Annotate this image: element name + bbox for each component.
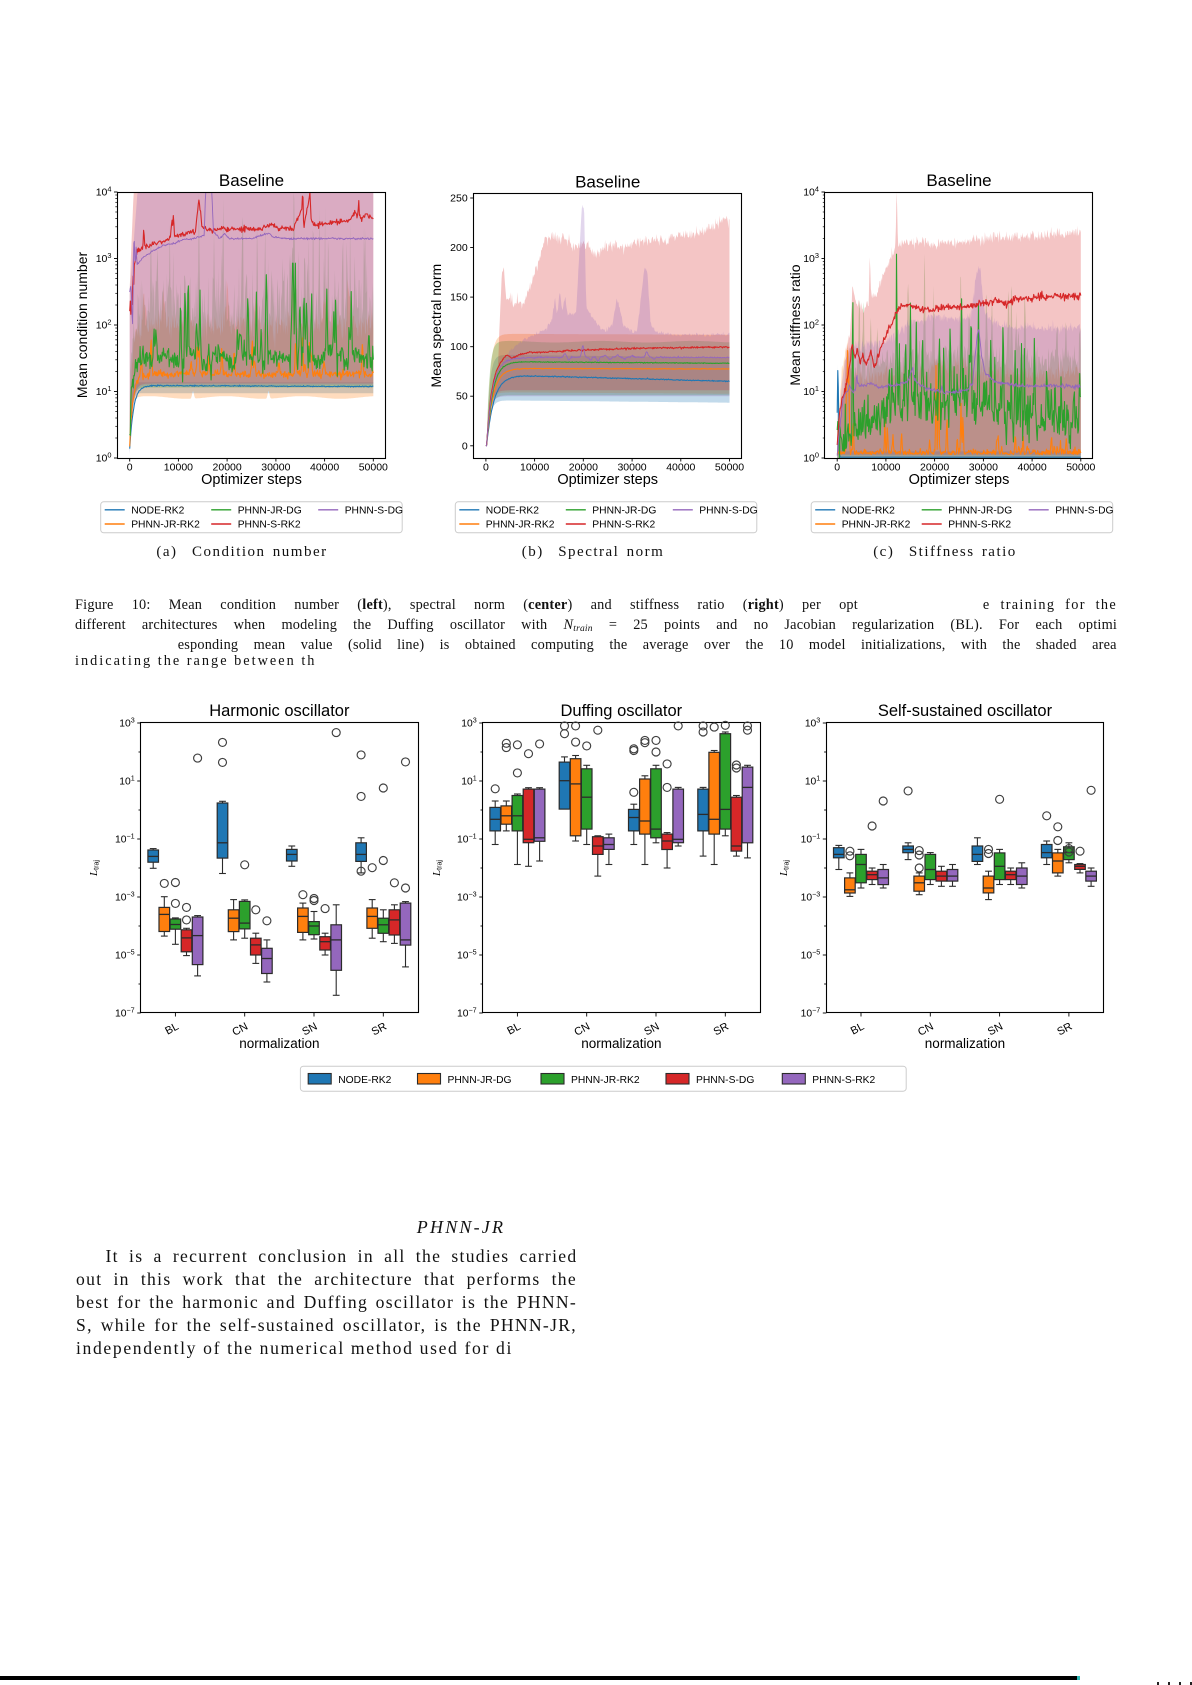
svg-text:PHNN-S-DG: PHNN-S-DG [696,1075,754,1086]
svg-text:10−7: 10−7 [801,1005,821,1019]
svg-text:Ltraj: Ltraj [431,860,444,877]
svg-text:30000: 30000 [969,462,998,474]
svg-text:normalization: normalization [925,1036,1005,1051]
svg-text:SR: SR [1055,1021,1074,1039]
svg-text:PHNN-JR-RK2: PHNN-JR-RK2 [486,520,555,531]
svg-text:10−7: 10−7 [115,1005,135,1019]
svg-text:101: 101 [119,773,134,787]
svg-text:103: 103 [803,251,819,265]
svg-text:10−5: 10−5 [457,947,477,961]
svg-text:100: 100 [803,450,819,464]
svg-text:NODE-RK2: NODE-RK2 [131,505,184,516]
svg-text:103: 103 [461,715,476,729]
svg-text:101: 101 [96,384,112,398]
svg-text:Baseline: Baseline [575,172,640,191]
svg-text:BL: BL [849,1021,867,1038]
svg-text:PHNN-JR-RK2: PHNN-JR-RK2 [131,520,200,531]
svg-text:10−1: 10−1 [115,831,135,845]
svg-text:103: 103 [119,715,134,729]
svg-text:BL: BL [505,1021,523,1038]
svg-text:PHNN-S-DG: PHNN-S-DG [1055,505,1113,516]
svg-text:101: 101 [461,773,476,787]
svg-text:normalization: normalization [581,1036,661,1051]
svg-text:PHNN-S-DG: PHNN-S-DG [699,505,757,516]
svg-text:PHNN-S-RK2: PHNN-S-RK2 [812,1075,875,1086]
svg-text:Ltraj: Ltraj [778,860,791,877]
svg-text:10−1: 10−1 [457,831,477,845]
svg-text:10000: 10000 [871,462,900,474]
svg-text:10000: 10000 [164,462,193,474]
svg-text:100: 100 [96,450,112,464]
svg-text:Optimizer steps: Optimizer steps [909,472,1010,488]
svg-text:Baseline: Baseline [219,171,284,190]
svg-text:PHNN-JR-DG: PHNN-JR-DG [592,505,656,516]
svg-text:101: 101 [805,773,820,787]
svg-text:NODE-RK2: NODE-RK2 [338,1075,391,1086]
svg-text:PHNN-JR-DG: PHNN-JR-DG [948,505,1012,516]
svg-text:150: 150 [450,292,468,304]
svg-text:50: 50 [456,391,468,403]
svg-text:10−5: 10−5 [115,947,135,961]
svg-text:104: 104 [803,184,819,198]
svg-text:Harmonic oscillator: Harmonic oscillator [209,702,350,720]
svg-text:0: 0 [462,440,468,452]
svg-text:10−3: 10−3 [115,889,135,903]
svg-text:NODE-RK2: NODE-RK2 [842,505,895,516]
svg-text:PHNN-S-RK2: PHNN-S-RK2 [948,520,1011,531]
svg-text:103: 103 [805,715,820,729]
svg-text:102: 102 [803,317,819,331]
svg-text:PHNN-JR-RK2: PHNN-JR-RK2 [571,1075,640,1086]
svg-text:30000: 30000 [261,462,290,474]
svg-text:PHNN-S-RK2: PHNN-S-RK2 [238,520,301,531]
svg-text:normalization: normalization [239,1036,319,1051]
svg-text:PHNN-JR-RK2: PHNN-JR-RK2 [842,520,911,531]
svg-text:50000: 50000 [715,462,744,474]
svg-text:40000: 40000 [310,462,339,474]
svg-text:20000: 20000 [920,462,949,474]
svg-text:SR: SR [712,1021,731,1039]
svg-text:10−3: 10−3 [457,889,477,903]
svg-text:Mean condition number: Mean condition number [74,252,90,399]
svg-text:PHNN-JR-DG: PHNN-JR-DG [448,1075,512,1086]
svg-text:20000: 20000 [213,462,242,474]
svg-text:0: 0 [834,462,840,474]
svg-text:100: 100 [450,341,468,353]
svg-text:0: 0 [483,462,489,474]
svg-text:Mean spectral norm: Mean spectral norm [428,264,444,388]
svg-text:101: 101 [803,384,819,398]
svg-text:10−5: 10−5 [801,947,821,961]
svg-text:Ltraj: Ltraj [88,860,101,877]
svg-text:PHNN-S-RK2: PHNN-S-RK2 [592,520,655,531]
svg-text:Self-sustained oscillator: Self-sustained oscillator [878,702,1053,720]
svg-text:0: 0 [127,462,133,474]
svg-text:102: 102 [96,317,112,331]
svg-text:200: 200 [450,242,468,254]
svg-text:Baseline: Baseline [926,171,991,190]
svg-text:50000: 50000 [1066,462,1095,474]
svg-text:Optimizer steps: Optimizer steps [201,472,302,488]
svg-text:40000: 40000 [1017,462,1046,474]
svg-text:NODE-RK2: NODE-RK2 [486,505,539,516]
svg-text:10−3: 10−3 [801,889,821,903]
svg-text:Optimizer steps: Optimizer steps [557,472,658,488]
svg-text:40000: 40000 [666,462,695,474]
svg-text:20000: 20000 [569,462,598,474]
svg-text:PHNN-JR-DG: PHNN-JR-DG [238,505,302,516]
svg-text:10−1: 10−1 [801,831,821,845]
svg-text:10000: 10000 [520,462,549,474]
svg-text:Mean stiffness ratio: Mean stiffness ratio [787,264,803,385]
svg-text:30000: 30000 [617,462,646,474]
svg-text:10−7: 10−7 [457,1005,477,1019]
svg-text:104: 104 [96,184,112,198]
svg-text:250: 250 [450,192,468,204]
svg-text:BL: BL [163,1021,181,1038]
svg-text:50000: 50000 [359,462,388,474]
svg-text:PHNN-S-DG: PHNN-S-DG [345,505,403,516]
svg-text:SR: SR [370,1021,389,1039]
svg-text:103: 103 [96,251,112,265]
svg-text:Duffing oscillator: Duffing oscillator [561,702,683,720]
